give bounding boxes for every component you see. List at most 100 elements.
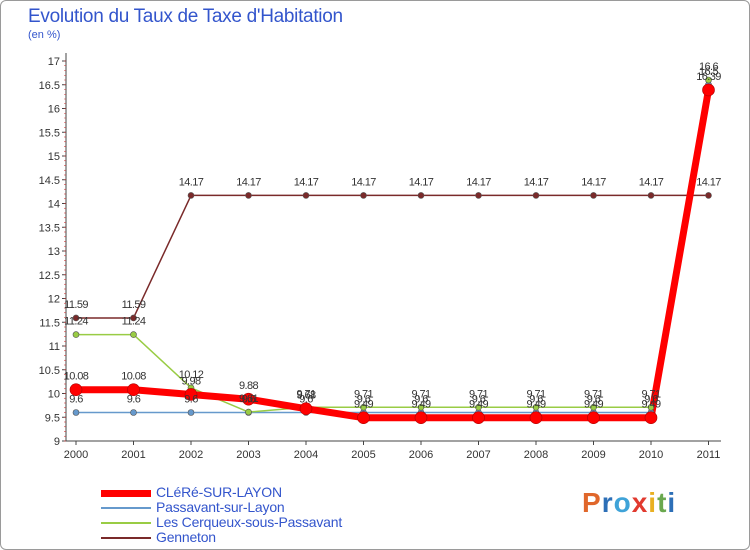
data-label-1: 16.5 (699, 66, 718, 78)
y-tick-label: 11.5 (39, 317, 60, 329)
data-label-0: 9.49 (354, 399, 373, 411)
data-label-1: 9.6 (184, 394, 198, 406)
series-line-0 (76, 89, 712, 422)
x-tick-label: 2009 (581, 449, 605, 461)
data-label-2: 9.71 (411, 388, 430, 400)
series-point-1 (187, 409, 195, 416)
data-label-1: 9.6 (357, 394, 371, 406)
y-tick-label: 16.5 (39, 80, 60, 92)
series-point-2 (590, 403, 597, 411)
data-label-0: 9.49 (411, 399, 430, 411)
legend-swatch (101, 507, 151, 509)
y-tick-label: 10 (48, 389, 60, 401)
series-point-0 (414, 411, 428, 425)
data-label-0: 16.39 (696, 71, 721, 83)
data-label-0: 9.49 (584, 399, 603, 411)
legend-swatch (101, 522, 151, 524)
series-point-2 (417, 403, 425, 411)
series-point-0 (529, 411, 543, 425)
series-point-0 (299, 402, 313, 416)
series-point-1 (72, 409, 80, 416)
series-point-3 (475, 192, 482, 199)
data-label-0: 10.08 (121, 371, 146, 383)
y-tick-label: 15 (48, 151, 60, 163)
x-tick-label: 2007 (466, 449, 490, 461)
y-tick-label: 15.5 (39, 127, 60, 139)
series-point-2 (705, 76, 712, 84)
series-point-3 (302, 192, 310, 199)
legend-swatch (101, 537, 151, 539)
series-point-0 (69, 383, 83, 397)
data-label-1: 9.6 (587, 394, 601, 406)
data-label-0: 9.68 (296, 390, 315, 402)
data-label-3: 11.59 (64, 299, 88, 311)
series-point-2 (130, 331, 137, 338)
data-label-2: 9.71 (296, 388, 315, 400)
y-tick-label: 9 (54, 436, 60, 448)
data-label-0: 9.49 (469, 399, 488, 411)
legend-item: CLéRé-SUR-LAYON (101, 484, 431, 501)
y-tick-label: 14 (48, 199, 60, 211)
data-label-2: 16.6 (699, 61, 718, 73)
series-point-2 (360, 403, 367, 411)
data-label-0: 9.88 (239, 380, 258, 392)
series-point-2 (475, 403, 482, 411)
data-label-2: 9.71 (526, 388, 545, 400)
legend-label: Genneton (156, 529, 216, 545)
logo-letter: t (657, 487, 668, 518)
series-point-3 (130, 314, 137, 322)
y-tick-label: 9.5 (45, 412, 60, 424)
series-point-2 (72, 331, 80, 338)
data-label-3: 14.17 (236, 176, 261, 188)
x-tick-label: 2008 (524, 449, 548, 461)
data-label-2: 11.24 (64, 316, 88, 328)
legend-swatch (101, 489, 151, 497)
data-label-0: 9.98 (181, 375, 200, 387)
logo-letter: P (582, 487, 602, 518)
series-point-3 (187, 192, 195, 199)
data-label-2: 9.71 (641, 388, 660, 400)
x-tick-label: 2005 (351, 449, 375, 461)
legend-label: CLéRé-SUR-LAYON (156, 484, 282, 500)
y-tick-label: 10.5 (39, 365, 60, 377)
series-point-0 (127, 383, 140, 397)
data-label-1: 9.6 (414, 394, 428, 406)
data-label-0: 9.49 (641, 399, 660, 411)
series-point-0 (184, 388, 198, 401)
series-point-0 (644, 411, 658, 425)
series-point-3 (72, 314, 80, 322)
y-tick-label: 12 (48, 294, 60, 306)
data-label-2: 11.24 (122, 316, 146, 328)
x-tick-label: 2000 (64, 449, 88, 461)
proxiti-logo: Proxiti (582, 487, 676, 519)
data-label-3: 14.17 (581, 176, 606, 188)
y-tick-label: 13.5 (39, 222, 60, 234)
series-point-0 (702, 83, 715, 97)
data-label-3: 14.17 (294, 176, 319, 188)
series-line-2 (76, 79, 710, 413)
legend-label: Passavant-sur-Layon (156, 499, 285, 515)
series-point-0 (587, 411, 600, 425)
y-tick-label: 17 (48, 56, 60, 68)
data-label-3: 14.17 (696, 176, 721, 188)
data-label-1: 9.6 (299, 394, 313, 406)
x-tick-label: 2003 (236, 449, 260, 461)
logo-letter: r (601, 487, 614, 518)
series-point-3 (360, 192, 367, 199)
series-point-3 (417, 192, 425, 199)
data-label-0: 10.08 (64, 371, 89, 383)
logo-letter: i (667, 487, 677, 518)
y-tick-label: 16 (48, 104, 60, 116)
data-label-3: 14.17 (179, 176, 204, 188)
series-line-1 (76, 84, 710, 414)
logo-letter: i (648, 487, 658, 518)
data-label-1: 9.6 (644, 394, 658, 406)
y-tick-label: 14.5 (39, 175, 60, 187)
series-point-2 (532, 403, 540, 411)
y-tick-label: 12.5 (39, 270, 60, 282)
data-label-1: 9.6 (127, 394, 141, 406)
data-label-1: 9.6 (472, 394, 486, 406)
data-label-1: 9.6 (242, 394, 256, 406)
